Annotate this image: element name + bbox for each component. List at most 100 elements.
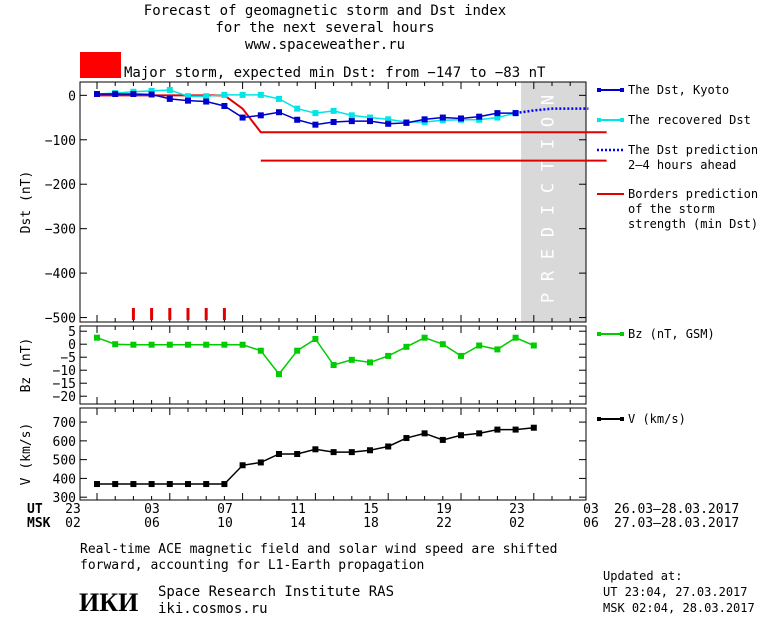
legend-v: V (km/s) xyxy=(597,412,686,426)
recovered-dst-point xyxy=(166,87,173,93)
updated-msk: MSK 02:04, 28.03.2017 xyxy=(603,601,755,615)
v-point xyxy=(512,426,519,433)
bz-point xyxy=(530,342,537,349)
v-point xyxy=(530,424,537,431)
bz-point xyxy=(257,347,264,354)
bz-point xyxy=(203,341,210,348)
y-tick-label: 500 xyxy=(53,454,76,469)
v-point xyxy=(294,451,301,457)
recovered-dst-point xyxy=(348,112,355,119)
ut-tick-label: 03 xyxy=(144,502,160,517)
bz-point xyxy=(439,341,446,348)
prediction-label-letter: E xyxy=(539,249,559,259)
y-tick-label: 300 xyxy=(53,491,76,506)
title-line-1: Forecast of geomagnetic storm and Dst in… xyxy=(143,3,507,19)
legend-borders: Borders prediction of the storm strength… xyxy=(597,187,758,231)
bz-line xyxy=(96,336,535,376)
dst-kyoto-line xyxy=(97,93,516,126)
bz-point xyxy=(94,334,100,341)
panel-frame xyxy=(79,407,587,501)
prediction-label-letter: O xyxy=(539,117,559,127)
recovered-dst-point xyxy=(385,116,392,123)
legend-recovered: The recovered Dst xyxy=(597,113,751,127)
updated-label: Updated at: xyxy=(603,569,682,583)
y-tick-label: −200 xyxy=(45,178,76,193)
bz-point xyxy=(494,346,501,353)
msk-tick-label: 10 xyxy=(217,516,233,531)
prediction-label-letter: D xyxy=(539,227,559,237)
bz-point xyxy=(166,341,173,348)
legend-bz: Bz (nT, GSM) xyxy=(597,327,715,341)
y-tick-label: −300 xyxy=(45,223,76,238)
ut-tick-label: 07 xyxy=(217,502,233,517)
prediction-label-letter: P xyxy=(539,293,559,303)
bz-point xyxy=(458,352,464,359)
ut-label: UT xyxy=(27,502,43,517)
dst-kyoto-point xyxy=(203,98,210,105)
v-point xyxy=(494,426,501,433)
recovered-dst-point xyxy=(294,105,301,112)
y-tick-label: 0 xyxy=(68,338,76,353)
ut-tick-label: 11 xyxy=(290,502,306,517)
dst-kyoto-point xyxy=(112,91,119,97)
recovered-dst-point xyxy=(257,91,264,98)
v-point xyxy=(94,481,100,488)
v-point xyxy=(330,449,337,456)
y-tick-label: −500 xyxy=(45,312,76,327)
recovered-dst-point xyxy=(476,116,483,123)
y-axis-label: Dst (nT) xyxy=(19,171,34,234)
y-axis-label: V (km/s) xyxy=(19,423,34,486)
v-point xyxy=(367,447,373,454)
y-tick-label: −15 xyxy=(53,377,76,392)
v-point xyxy=(112,481,119,488)
dst-kyoto-point xyxy=(94,91,100,97)
legend-recovered-label: The recovered Dst xyxy=(628,113,751,127)
ut-tick-label: 03 xyxy=(583,502,599,517)
ut-tick-label: 23 xyxy=(509,502,525,517)
v-line xyxy=(97,426,534,485)
prediction-label-letter: I xyxy=(539,205,559,215)
dst-kyoto-point xyxy=(276,109,282,116)
footnote-line-1: Real-time ACE magnetic field and solar w… xyxy=(80,542,557,557)
legend-borders-label-3: strength (min Dst) xyxy=(628,217,758,231)
recovered-dst-line xyxy=(96,89,516,123)
bz-point xyxy=(330,362,337,368)
y-tick-label: 0 xyxy=(68,89,76,104)
org-site-link[interactable]: iki.cosmos.ru xyxy=(158,601,268,617)
title-line-3[interactable]: www.spaceweather.ru xyxy=(244,37,406,53)
panel-frame xyxy=(79,325,587,405)
v-point xyxy=(166,481,173,488)
dst-kyoto-point xyxy=(367,118,373,125)
bz-point xyxy=(385,352,392,359)
v-point xyxy=(385,443,392,450)
dst-kyoto-point xyxy=(294,116,301,123)
msk-tick-label: 22 xyxy=(436,516,452,531)
msk-tick-label: 14 xyxy=(290,516,306,531)
y-tick-label: −10 xyxy=(53,364,76,379)
v-point xyxy=(276,451,282,457)
dst-kyoto-point xyxy=(421,116,428,123)
legend-dst-kyoto-label: The Dst, Kyoto xyxy=(628,83,729,97)
recovered-dst-point xyxy=(185,93,191,100)
legend-prediction: The Dst prediction 2–4 hours ahead xyxy=(597,143,758,172)
title-line-2: for the next several hours xyxy=(215,20,435,36)
v-point xyxy=(257,459,264,466)
legend-borders-label-1: Borders prediction xyxy=(628,187,758,201)
ut-date-range: 26.03–28.03.2017 xyxy=(614,502,739,517)
bz-point xyxy=(276,371,282,378)
dst-kyoto-point xyxy=(439,114,446,121)
recovered-dst-point xyxy=(276,95,282,102)
bz-point xyxy=(148,341,155,348)
prediction-label-letter: C xyxy=(539,183,559,193)
y-axis-label: Bz (nT) xyxy=(19,338,34,393)
v-point xyxy=(348,449,355,456)
msk-tick-label: 06 xyxy=(583,516,599,531)
dst-kyoto-point xyxy=(458,115,464,122)
dst-kyoto-point xyxy=(166,95,173,102)
legend: The Dst, Kyoto The recovered Dst The Dst… xyxy=(597,83,758,426)
bz-point xyxy=(185,341,191,348)
recovered-dst-point xyxy=(367,114,373,121)
bz-point xyxy=(476,342,483,349)
bz-point xyxy=(367,359,373,366)
